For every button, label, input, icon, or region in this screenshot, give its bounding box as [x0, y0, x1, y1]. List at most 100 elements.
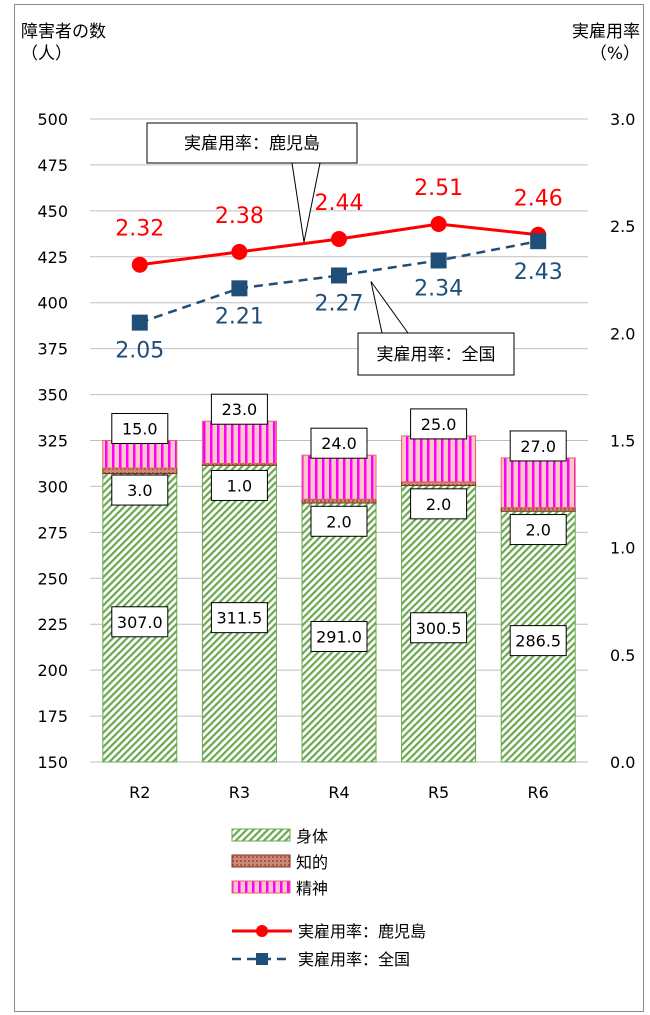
marker-kagoshima: [331, 231, 347, 248]
kagoshima-value-label: 2.46: [514, 187, 563, 212]
legend-label-2: 知的: [296, 853, 328, 872]
bar-label-chiteki: 1.0: [227, 476, 252, 495]
left-tick-label: 175: [37, 707, 68, 726]
kagoshima-value-label: 2.38: [215, 204, 264, 229]
right-tick-label: 0.5: [610, 646, 635, 665]
bar-label-seishin: 24.0: [321, 434, 357, 453]
legend-swatch-2: [231, 854, 291, 868]
legend-label-zenkoku: 実雇用率：全国: [298, 950, 410, 969]
bar-label-chiteki: 3.0: [127, 481, 152, 500]
bar-label-shintai-box: [210, 602, 268, 634]
callout-zenkoku-pointer: [370, 281, 409, 334]
bar-label-seishin-box: [509, 430, 567, 462]
bar-label-seishin-box: [210, 393, 268, 425]
zenkoku-value-label: 2.27: [315, 291, 364, 316]
bar-segment-3: [301, 454, 377, 500]
right-tick-label: 2.5: [610, 217, 635, 236]
bar-label-shintai: 286.5: [515, 632, 561, 651]
left-axis-title-line1: 障害者の数: [21, 22, 106, 42]
right-axis-title: 実雇用率 （%）: [572, 21, 640, 65]
bar-label-seishin: 23.0: [222, 400, 258, 419]
marker-kagoshima: [231, 243, 248, 260]
bar-label-chiteki: 2.0: [525, 521, 550, 540]
left-tick-label: 275: [37, 523, 68, 542]
bar-label-shintai-box: [410, 612, 468, 644]
legend-marker-zenkoku: [256, 953, 268, 965]
left-tick-label: 400: [37, 294, 68, 313]
left-axis-title-line2: （人）: [21, 44, 72, 64]
marker-zenkoku: [331, 267, 347, 284]
bar-label-shintai: 311.5: [216, 609, 262, 628]
callout-kagoshima: 実雇用率：鹿児島: [184, 134, 320, 154]
bar-label-shintai-box: [509, 625, 567, 657]
kagoshima-value-label: 2.51: [414, 176, 463, 201]
callout-kagoshima-box: [146, 122, 358, 164]
bar-label-seishin-box: [310, 427, 368, 459]
left-tick-label: 475: [37, 156, 68, 175]
legend-swatch-3: [231, 880, 291, 894]
legend-label-1: 身体: [296, 827, 328, 846]
marker-zenkoku: [231, 280, 248, 297]
left-axis-title: 障害者の数 （人）: [21, 21, 106, 65]
bar-label-seishin-box: [410, 408, 468, 440]
zenkoku-value-label: 2.43: [514, 260, 563, 285]
zenkoku-value-label: 2.34: [414, 276, 463, 301]
bar-label-chiteki-box: [509, 514, 567, 546]
chart-frame: [14, 4, 644, 1012]
right-tick-label: 1.0: [610, 539, 635, 558]
left-tick-label: 375: [37, 340, 68, 359]
bar-label-seishin-box: [111, 413, 169, 444]
right-tick-label: 0.0: [610, 753, 635, 772]
left-tick-label: 350: [37, 386, 68, 405]
left-tick-label: 450: [37, 202, 68, 221]
x-tick-label: R4: [328, 783, 349, 802]
bar-label-seishin: 27.0: [520, 437, 556, 456]
bar-segment-2: [500, 507, 576, 512]
x-tick-label: R2: [129, 783, 150, 802]
bar-segment-2: [102, 467, 178, 475]
right-tick-label: 2.0: [610, 324, 635, 343]
right-tick-label: 3.0: [610, 110, 635, 129]
left-tick-label: 425: [37, 248, 68, 267]
bar-label-chiteki: 2.0: [426, 495, 451, 514]
marker-kagoshima: [131, 256, 148, 273]
left-tick-label: 200: [37, 661, 68, 680]
bar-label-chiteki-box: [210, 469, 268, 501]
legend-marker-kagoshima: [256, 925, 268, 937]
left-tick-label: 150: [37, 753, 68, 772]
bar-segment-3: [201, 420, 277, 464]
marker-zenkoku: [430, 252, 447, 269]
marker-zenkoku: [131, 314, 148, 331]
bar-label-seishin: 15.0: [122, 420, 158, 439]
x-tick-label: R3: [229, 783, 250, 802]
bar-label-chiteki-box: [410, 488, 468, 520]
bar-label-shintai: 300.5: [416, 619, 462, 638]
bar-label-shintai-box: [111, 606, 169, 638]
marker-zenkoku: [530, 233, 547, 250]
bar-label-chiteki-box: [111, 474, 169, 506]
bar-label-shintai: 291.0: [316, 627, 362, 646]
bar-segment-2: [401, 481, 477, 487]
kagoshima-value-label: 2.44: [315, 191, 364, 216]
zenkoku-value-label: 2.21: [215, 304, 264, 329]
callout-zenkoku-box: [357, 332, 515, 376]
bar-label-seishin: 25.0: [421, 415, 457, 434]
bar-label-shintai-box: [310, 620, 368, 652]
callout-zenkoku: 実雇用率：全国: [377, 345, 496, 365]
x-tick-label: R6: [528, 783, 549, 802]
bar-segment-3: [500, 457, 576, 509]
left-tick-label: 225: [37, 615, 68, 634]
bar-segment-2: [301, 498, 377, 504]
kagoshima-value-label: 2.32: [115, 217, 164, 242]
callout-kagoshima-pointer: [291, 162, 321, 243]
bar-label-shintai: 307.0: [117, 613, 163, 632]
bar-segment-3: [401, 435, 477, 483]
left-tick-label: 250: [37, 569, 68, 588]
zenkoku-value-label: 2.05: [115, 339, 164, 364]
left-tick-label: 300: [37, 477, 68, 496]
marker-kagoshima: [430, 216, 447, 233]
left-tick-label: 325: [37, 432, 68, 451]
right-tick-label: 1.5: [610, 432, 635, 451]
x-tick-label: R5: [428, 783, 449, 802]
